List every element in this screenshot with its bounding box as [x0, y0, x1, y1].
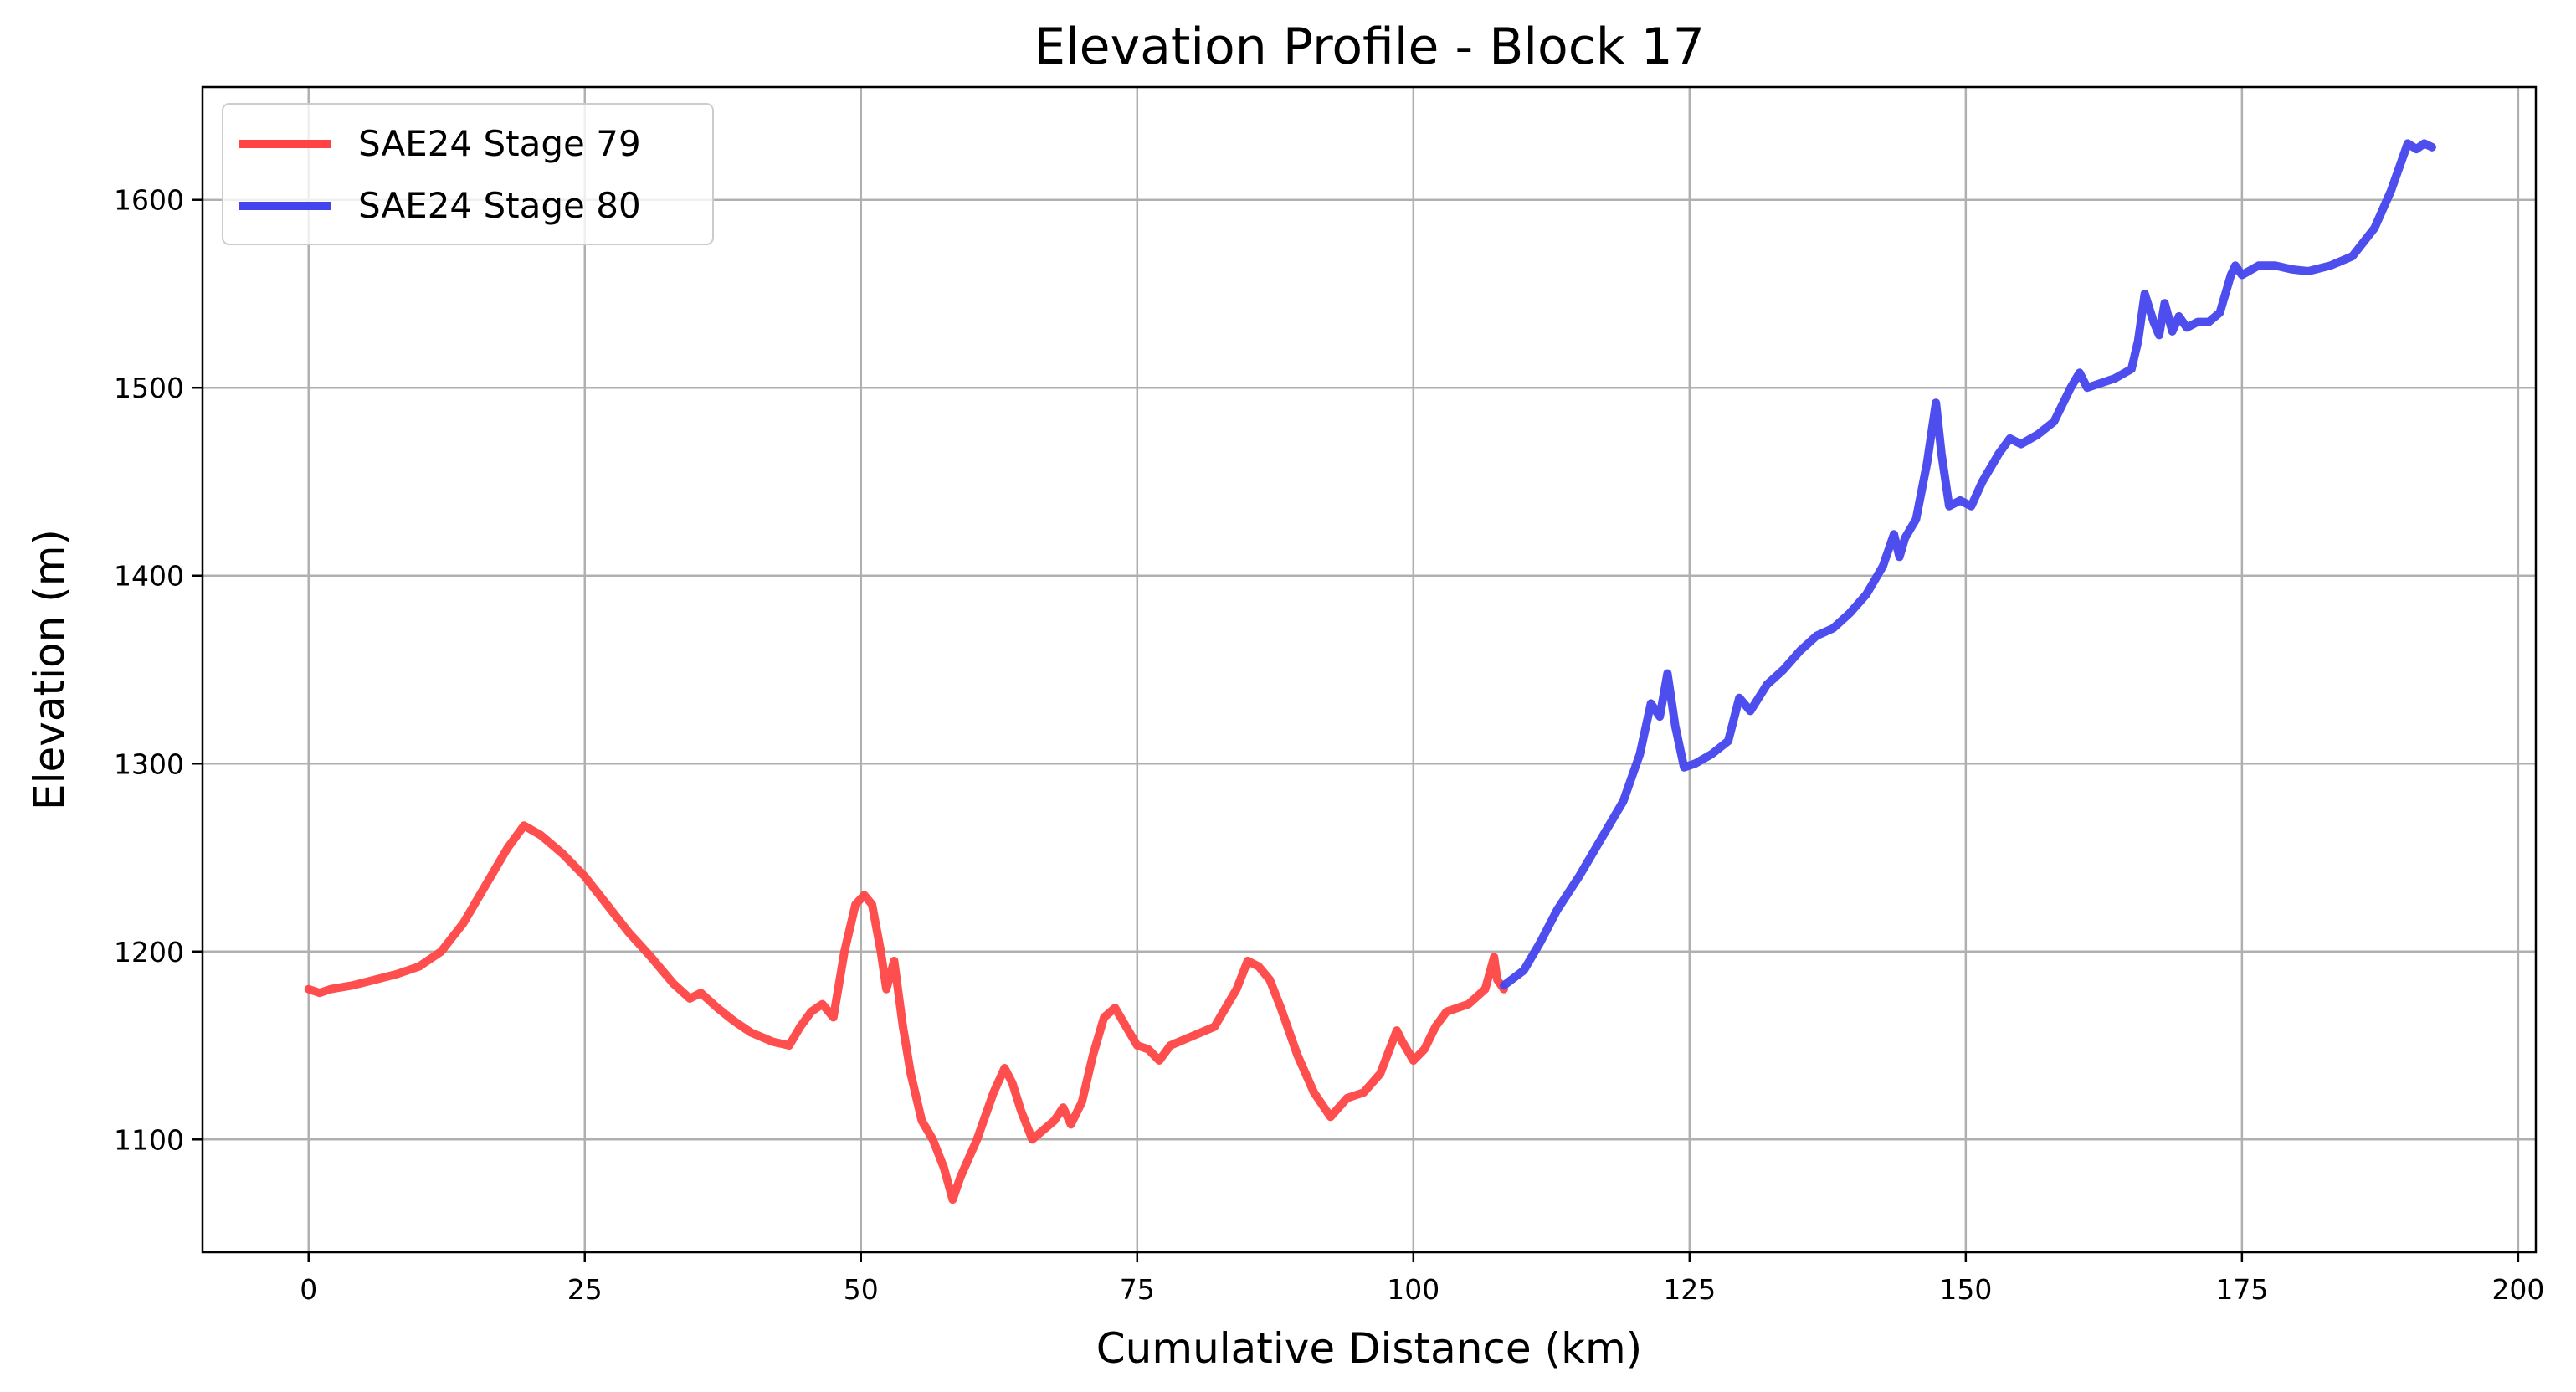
legend-box: [222, 103, 714, 245]
y-tick-label: 1200: [114, 936, 184, 968]
y-tick-label: 1500: [114, 372, 184, 404]
x-tick-label: 75: [1120, 1273, 1155, 1306]
x-tick-label: 125: [1663, 1273, 1716, 1306]
x-tick-label: 100: [1387, 1273, 1439, 1306]
x-tick-label: 175: [2215, 1273, 2268, 1306]
legend-label-stage-80: SAE24 Stage 80: [358, 185, 641, 226]
y-tick-label: 1400: [114, 560, 184, 593]
y-tick-label: 1100: [114, 1123, 184, 1156]
chart-title: Elevation Profile - Block 17: [1034, 18, 1705, 76]
x-tick-label: 150: [1939, 1273, 1992, 1306]
x-tick-label: 25: [567, 1273, 603, 1306]
y-axis-label: Elevation (m): [25, 529, 74, 810]
x-tick-label: 200: [2491, 1273, 2544, 1306]
legend: SAE24 Stage 79 SAE24 Stage 80: [222, 103, 714, 245]
series-lines: [304, 139, 2436, 1205]
grid-lines: [203, 87, 2536, 1252]
x-tick-label: 50: [844, 1273, 879, 1306]
x-tick-label: 0: [300, 1273, 317, 1306]
legend-label-stage-79: SAE24 Stage 79: [358, 123, 641, 164]
plot-frame: [201, 85, 2538, 1254]
series-line-stage-80: [1500, 139, 2436, 990]
y-tick-label: 1600: [114, 184, 184, 217]
y-tick-label: 1300: [114, 747, 184, 780]
axis-ticks: 0 25 50 75 100 125 150 175 200 1100 1200 1300 1400 15…: [114, 184, 2544, 1306]
series-line-stage-79: [304, 821, 1508, 1205]
x-axis-label: Cumulative Distance (km): [1096, 1324, 1642, 1373]
